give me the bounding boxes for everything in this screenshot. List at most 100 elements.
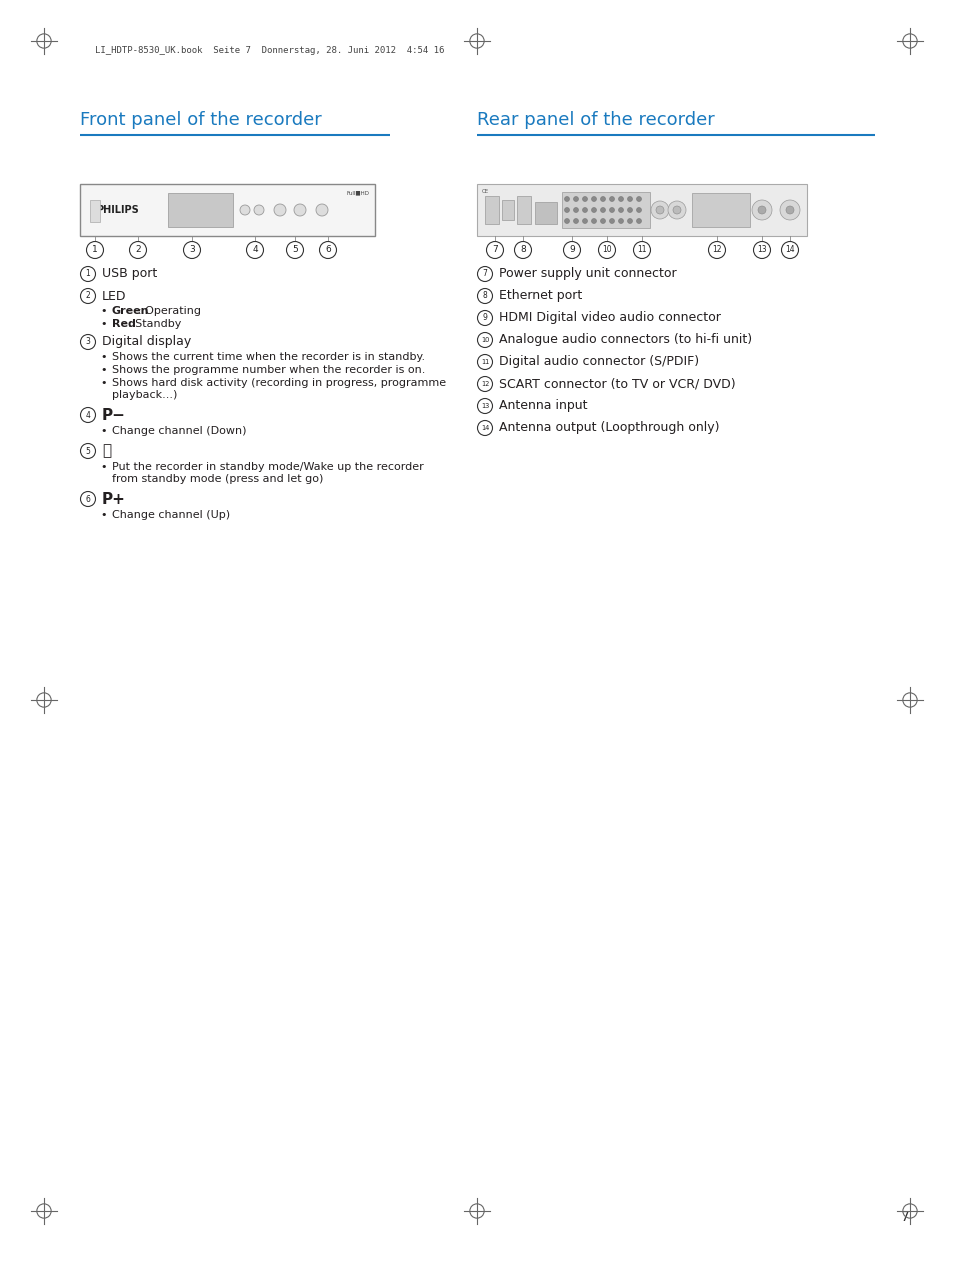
Text: SCART connector (to TV or VCR/ DVD): SCART connector (to TV or VCR/ DVD) [498, 378, 735, 391]
Circle shape [785, 206, 793, 213]
Text: •: • [101, 426, 107, 436]
Circle shape [656, 206, 663, 213]
Text: ⏻: ⏻ [102, 444, 111, 459]
Circle shape [80, 408, 95, 423]
Circle shape [564, 207, 569, 212]
Circle shape [650, 201, 668, 219]
Text: 14: 14 [480, 424, 489, 431]
Circle shape [274, 204, 286, 216]
Text: 8: 8 [519, 246, 525, 255]
Text: from standby mode (press and let go): from standby mode (press and let go) [112, 475, 323, 484]
Text: P−: P− [102, 408, 126, 423]
Text: Analogue audio connectors (to hi-fi unit): Analogue audio connectors (to hi-fi unit… [498, 333, 751, 346]
Text: playback...): playback...) [112, 390, 177, 400]
Circle shape [758, 206, 765, 213]
Circle shape [780, 201, 800, 220]
Text: 6: 6 [86, 495, 91, 504]
Text: Red: Red [112, 319, 135, 329]
FancyBboxPatch shape [517, 195, 531, 224]
Circle shape [599, 197, 605, 202]
Text: Shows the programme number when the recorder is on.: Shows the programme number when the reco… [112, 365, 425, 376]
Text: Full■HD: Full■HD [347, 190, 370, 195]
Circle shape [253, 204, 264, 215]
Text: 12: 12 [712, 246, 721, 255]
Text: 10: 10 [601, 246, 611, 255]
Text: CE: CE [481, 189, 489, 194]
Circle shape [599, 207, 605, 212]
Circle shape [582, 207, 587, 212]
Text: : Operating: : Operating [138, 306, 201, 316]
Text: LI_HDTP-8530_UK.book  Seite 7  Donnerstag, 28. Juni 2012  4:54 16: LI_HDTP-8530_UK.book Seite 7 Donnerstag,… [95, 46, 444, 55]
Circle shape [708, 242, 724, 258]
Text: Front panel of the recorder: Front panel of the recorder [80, 111, 321, 129]
Circle shape [636, 207, 640, 212]
Circle shape [563, 242, 579, 258]
Circle shape [609, 207, 614, 212]
Text: Power supply unit connector: Power supply unit connector [498, 267, 676, 280]
Text: 9: 9 [482, 314, 487, 323]
FancyBboxPatch shape [476, 184, 806, 237]
Circle shape [753, 242, 770, 258]
Text: 2: 2 [86, 292, 91, 301]
Text: 1: 1 [92, 246, 98, 255]
Circle shape [80, 266, 95, 282]
Circle shape [564, 219, 569, 224]
Text: •: • [101, 378, 107, 388]
Circle shape [573, 197, 578, 202]
Circle shape [591, 219, 596, 224]
Text: •: • [101, 352, 107, 361]
Circle shape [477, 288, 492, 303]
Circle shape [80, 491, 95, 507]
Text: 11: 11 [480, 359, 489, 365]
Text: 12: 12 [480, 381, 489, 387]
Text: Antenna output (Loopthrough only): Antenna output (Loopthrough only) [498, 422, 719, 435]
FancyBboxPatch shape [484, 195, 498, 224]
Circle shape [627, 207, 632, 212]
Text: •: • [101, 319, 107, 329]
Circle shape [80, 288, 95, 303]
Text: Change channel (Down): Change channel (Down) [112, 426, 246, 436]
Circle shape [618, 207, 623, 212]
Text: •: • [101, 365, 107, 376]
Circle shape [246, 242, 263, 258]
Circle shape [627, 197, 632, 202]
Text: Put the recorder in standby mode/Wake up the recorder: Put the recorder in standby mode/Wake up… [112, 462, 423, 472]
Text: 13: 13 [480, 403, 489, 409]
Circle shape [514, 242, 531, 258]
Circle shape [781, 242, 798, 258]
Text: Rear panel of the recorder: Rear panel of the recorder [476, 111, 714, 129]
Text: 4: 4 [252, 246, 257, 255]
Text: •: • [101, 306, 107, 316]
Text: 5: 5 [292, 246, 297, 255]
FancyBboxPatch shape [561, 192, 649, 228]
Circle shape [633, 242, 650, 258]
Circle shape [618, 197, 623, 202]
Circle shape [618, 219, 623, 224]
Text: •: • [101, 511, 107, 520]
Circle shape [573, 207, 578, 212]
Circle shape [477, 266, 492, 282]
Text: Antenna input: Antenna input [498, 400, 587, 413]
Circle shape [319, 242, 336, 258]
FancyBboxPatch shape [168, 193, 233, 228]
Circle shape [564, 197, 569, 202]
Circle shape [582, 219, 587, 224]
Text: 4: 4 [86, 410, 91, 419]
Circle shape [87, 242, 103, 258]
FancyBboxPatch shape [90, 201, 100, 222]
FancyBboxPatch shape [501, 201, 514, 220]
Circle shape [573, 219, 578, 224]
FancyBboxPatch shape [691, 193, 749, 228]
Circle shape [477, 377, 492, 391]
Text: 6: 6 [325, 246, 331, 255]
Text: 3: 3 [86, 337, 91, 346]
Circle shape [130, 242, 147, 258]
Text: LED: LED [102, 289, 127, 302]
Circle shape [294, 204, 306, 216]
Circle shape [477, 399, 492, 414]
Text: 11: 11 [637, 246, 646, 255]
Circle shape [315, 204, 328, 216]
Text: •: • [101, 462, 107, 472]
Text: P+: P+ [102, 491, 126, 507]
Text: Shows hard disk activity (recording in progress, programme: Shows hard disk activity (recording in p… [112, 378, 446, 388]
